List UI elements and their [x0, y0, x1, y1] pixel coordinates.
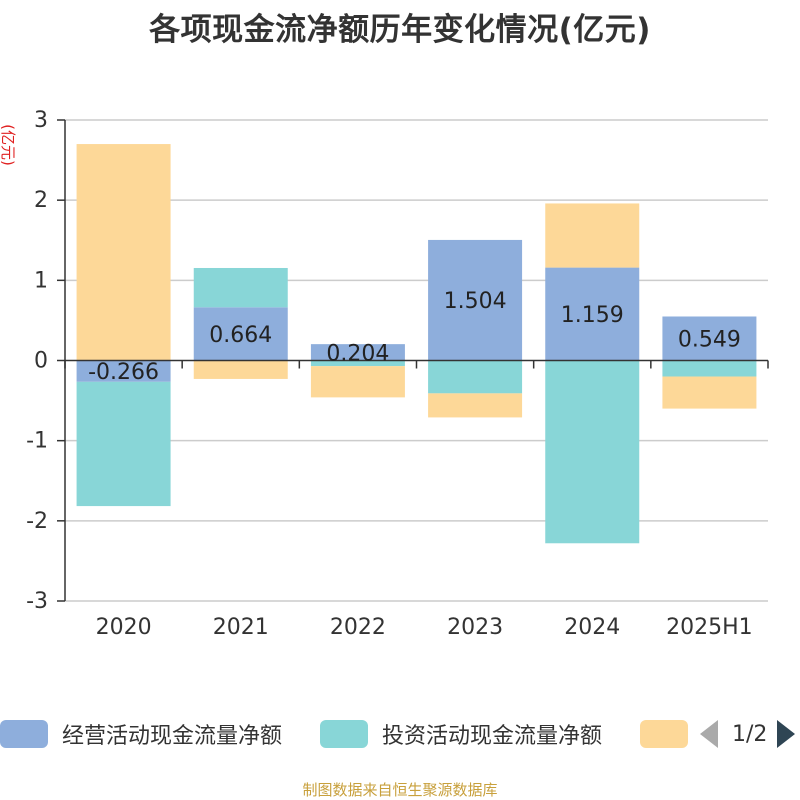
- data-label-2025H1: 0.549: [678, 327, 741, 352]
- data-label-2021: 0.664: [209, 323, 272, 348]
- y-tick-label: 3: [34, 108, 48, 133]
- legend-next-arrow-icon[interactable]: [777, 720, 796, 748]
- bar-operating-2021: [193, 307, 288, 361]
- bar-operating-2022: [310, 344, 405, 361]
- x-tick-label: 2024: [564, 615, 620, 640]
- bar-investing-2020: [76, 381, 171, 507]
- bar-operating-2024: [545, 267, 640, 361]
- bar-investing-2022: [310, 360, 405, 367]
- data-label-2023: 1.504: [444, 289, 507, 314]
- data-label-2024: 1.159: [561, 303, 624, 328]
- bar-investing-2023: [428, 360, 523, 394]
- bar-operating-2025H1: [662, 316, 757, 361]
- bar-investing-2021: [193, 267, 288, 308]
- y-tick-label: 1: [34, 268, 48, 293]
- bar-operating-2020: [76, 360, 171, 382]
- bar-operating-2023: [428, 239, 523, 361]
- legend-item-operating[interactable]: 经营活动现金流量净额: [0, 716, 282, 752]
- legend-swatch-operating: [0, 720, 48, 748]
- legend-item-financing[interactable]: [640, 716, 702, 752]
- y-tick-label: -1: [26, 429, 48, 454]
- y-tick-label: 2: [34, 188, 48, 213]
- legend-swatch-financing: [640, 720, 688, 748]
- legend-label-investing: 投资活动现金流量净额: [382, 724, 603, 749]
- legend-label-operating: 经营活动现金流量净额: [62, 724, 283, 749]
- x-tick-label: 2020: [96, 615, 152, 640]
- legend-item-investing[interactable]: 投资活动现金流量净额: [320, 716, 602, 752]
- bar-investing-2025H1: [662, 360, 757, 377]
- legend-prev-arrow-icon[interactable]: [700, 720, 718, 748]
- x-tick-label: 2021: [213, 615, 269, 640]
- x-tick-label: 2023: [447, 615, 503, 640]
- y-tick-label: -2: [26, 509, 48, 534]
- data-label-2020: -0.266: [88, 360, 159, 385]
- y-tick-label: 0: [34, 349, 48, 374]
- x-tick-label: 2025H1: [666, 615, 753, 640]
- y-axis-unit: (亿元): [0, 124, 17, 166]
- x-tick-label: 2022: [330, 615, 386, 640]
- chart-title: 各项现金流净额历年变化情况(亿元): [149, 12, 651, 48]
- bar-financing-2023: [428, 393, 523, 418]
- bar-financing-2021: [193, 360, 288, 379]
- bar-financing-2020: [76, 144, 171, 361]
- source-note: 制图数据来自恒生聚源数据库: [302, 781, 498, 799]
- bar-financing-2022: [310, 366, 405, 398]
- legend-page-indicator: 1/2: [732, 721, 768, 747]
- bar-financing-2024: [545, 203, 640, 268]
- legend: 经营活动现金流量净额 投资活动现金流量净额 1/2: [0, 716, 800, 752]
- legend-pager: 1/2: [700, 716, 796, 752]
- y-tick-label: -3: [26, 589, 48, 614]
- bar-investing-2024: [545, 360, 640, 544]
- legend-swatch-investing: [320, 720, 368, 748]
- data-label-2022: 0.204: [326, 341, 389, 366]
- bar-financing-2025H1: [662, 376, 757, 409]
